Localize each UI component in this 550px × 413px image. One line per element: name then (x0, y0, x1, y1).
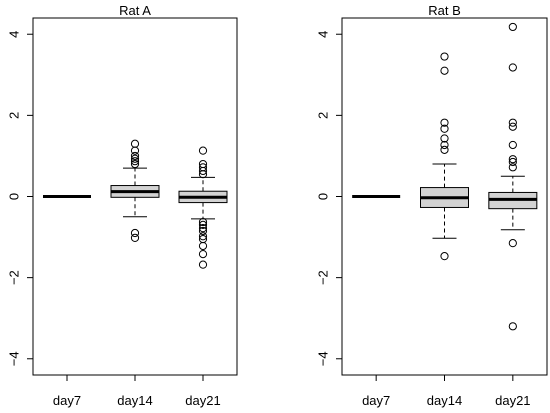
outlier-point (198, 159, 208, 169)
box-day21 (178, 146, 228, 269)
chart-panel-1: Rat A −4 −2 0 2 4 day7 day14 day21 (6, 3, 238, 408)
y-tick-label: 4 (315, 31, 330, 38)
box-day14 (110, 139, 160, 242)
outlier-point (130, 154, 140, 163)
chart-title: Rat B (428, 3, 461, 18)
outlier-point (440, 134, 449, 143)
outlier-point (130, 228, 140, 238)
outlier-point (198, 146, 208, 155)
outlier-point (198, 260, 208, 269)
x-tick-label: day21 (495, 393, 530, 408)
outlier-point (198, 234, 208, 244)
y-tick-label: 0 (6, 193, 21, 200)
box-day14 (420, 52, 469, 261)
outlier-point (198, 232, 208, 241)
x-tick-label: day7 (362, 393, 390, 408)
outlier-point (198, 226, 208, 236)
y-tick-label: −4 (6, 351, 21, 366)
outlier-point (508, 155, 517, 164)
x-tick-label: day14 (117, 393, 152, 408)
outlier-point (440, 124, 449, 133)
outlier-point (508, 63, 517, 72)
outlier-point (440, 118, 449, 127)
outlier-point (440, 252, 449, 261)
y-tick-label: 4 (6, 31, 21, 38)
x-tick-label: day21 (185, 393, 220, 408)
outlier-point (508, 22, 517, 32)
outlier-point (508, 140, 517, 150)
outlier-point (508, 239, 517, 248)
y-tick-label: 0 (315, 193, 330, 200)
outlier-point (198, 163, 208, 172)
outlier-point (198, 241, 208, 251)
outlier-point (198, 217, 208, 227)
box-day21 (488, 22, 538, 331)
outlier-point (508, 122, 517, 131)
outlier-point (130, 151, 140, 161)
x-tick-label: day14 (427, 393, 462, 408)
outlier-point (508, 118, 517, 127)
outlier-point (130, 159, 140, 169)
outlier-point (440, 52, 449, 61)
outlier-point (130, 146, 140, 155)
outlier-point (508, 322, 517, 331)
chart-title: Rat A (119, 3, 151, 18)
outlier-point (130, 157, 140, 166)
y-tick-label: −2 (6, 270, 21, 285)
x-tick-label: day7 (53, 393, 81, 408)
outlier-point (508, 163, 517, 172)
y-tick-label: 2 (6, 112, 21, 119)
y-tick-label: 2 (315, 112, 330, 119)
outlier-point (440, 140, 449, 150)
outlier-point (130, 139, 140, 148)
outlier-point (508, 157, 517, 167)
outlier-point (130, 233, 140, 242)
outlier-point (440, 145, 449, 154)
y-tick-label: −2 (315, 270, 330, 285)
outlier-point (198, 250, 208, 259)
chart-panel-2: Rat B −4 −2 0 2 4 day7 day14 day21 (315, 3, 548, 408)
y-tick-label: −4 (315, 351, 330, 366)
outlier-point (198, 220, 208, 229)
outlier-point (198, 224, 208, 233)
outlier-point (440, 66, 449, 75)
